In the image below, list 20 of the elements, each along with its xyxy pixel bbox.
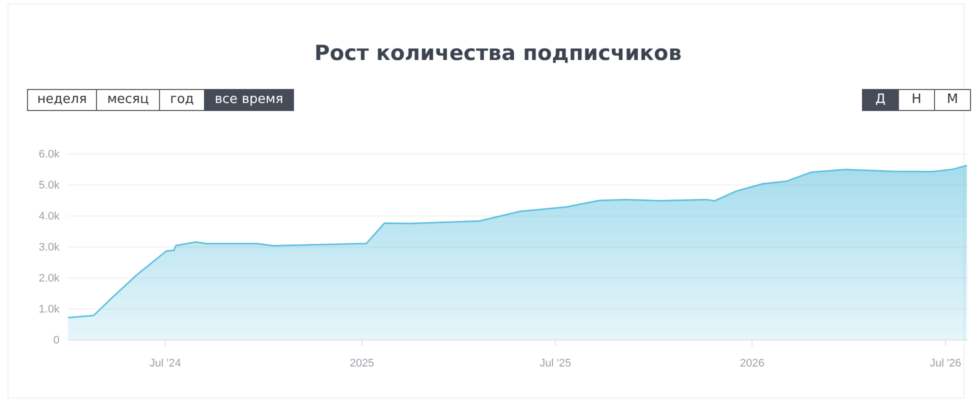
x-tick-label: 2025 xyxy=(350,358,374,370)
period-button: год xyxy=(159,89,205,111)
period-button: месяц xyxy=(96,89,160,111)
x-tick-label: Jul '24 xyxy=(150,358,181,370)
y-tick-label: 3.0k xyxy=(38,242,60,254)
y-tick-label: 2.0k xyxy=(38,272,60,285)
y-tick-label: 4.0k xyxy=(38,210,60,223)
y-tick-label: 1.0k xyxy=(38,304,60,316)
x-tick-label: Jul '25 xyxy=(540,358,572,370)
scale-button: М xyxy=(934,89,971,111)
period-button: все время xyxy=(204,89,294,111)
y-tick-label: 5.0k xyxy=(38,180,60,192)
scale-button: Н xyxy=(898,89,935,111)
scale-button: Д xyxy=(862,89,899,111)
x-tick-label: Jul '26 xyxy=(930,358,962,370)
x-tick-label: 2026 xyxy=(740,358,764,370)
y-tick-label: 6.0k xyxy=(38,148,60,161)
period-button: неделя xyxy=(27,89,97,111)
y-tick-label: 0 xyxy=(53,334,60,347)
chart-title: Рост количества подписчиков xyxy=(314,41,682,65)
